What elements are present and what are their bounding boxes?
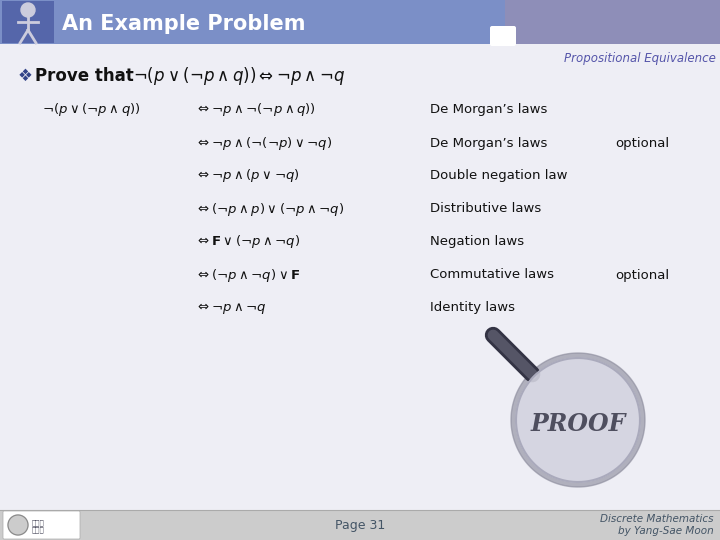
Text: $\Leftrightarrow \neg p \wedge (p \vee \neg q)$: $\Leftrightarrow \neg p \wedge (p \vee \… [195,167,300,185]
Polygon shape [516,358,640,482]
Text: $\neg(p \vee (\neg p \wedge q))$: $\neg(p \vee (\neg p \wedge q))$ [42,102,140,118]
Text: Distributive laws: Distributive laws [430,202,541,215]
Text: $\Leftrightarrow (\neg p \wedge \neg q) \vee \mathbf{F}$: $\Leftrightarrow (\neg p \wedge \neg q) … [195,267,300,284]
Text: Prove that: Prove that [35,67,140,85]
Text: Double negation law: Double negation law [430,170,567,183]
Text: ❖: ❖ [18,67,33,85]
Text: Commutative laws: Commutative laws [430,268,554,281]
Text: 대학교: 대학교 [32,526,45,532]
Text: An Example Problem: An Example Problem [62,14,305,34]
Text: Propositional Equivalence: Propositional Equivalence [564,52,716,65]
Text: $\Leftrightarrow \neg p \wedge (\neg(\neg p) \vee \neg q)$: $\Leftrightarrow \neg p \wedge (\neg(\ne… [195,134,332,152]
Text: Page 31: Page 31 [335,518,385,531]
Text: optional: optional [615,268,669,281]
Circle shape [21,3,35,17]
Text: De Morgan’s laws: De Morgan’s laws [430,104,547,117]
Text: De Morgan’s laws: De Morgan’s laws [430,137,547,150]
Text: $\neg(p \vee (\neg p \wedge q)) \Leftrightarrow \neg p \wedge \neg q$: $\neg(p \vee (\neg p \wedge q)) \Leftrig… [133,65,345,87]
Text: $\Leftrightarrow \mathbf{F} \vee (\neg p \wedge \neg q)$: $\Leftrightarrow \mathbf{F} \vee (\neg p… [195,233,300,251]
FancyBboxPatch shape [0,510,720,540]
Text: optional: optional [615,137,669,150]
Text: Discrete Mathematics
by Yang-Sae Moon: Discrete Mathematics by Yang-Sae Moon [600,514,714,536]
Text: 성균관: 성균관 [32,519,45,525]
Text: Identity laws: Identity laws [430,301,515,314]
Text: Negation laws: Negation laws [430,235,524,248]
FancyBboxPatch shape [2,1,54,43]
Text: $\Leftrightarrow (\neg p \wedge p) \vee (\neg p \wedge \neg q)$: $\Leftrightarrow (\neg p \wedge p) \vee … [195,200,344,218]
FancyBboxPatch shape [505,0,720,44]
FancyBboxPatch shape [3,511,80,539]
Text: $\Leftrightarrow \neg p \wedge \neg(\neg p \wedge q))$: $\Leftrightarrow \neg p \wedge \neg(\neg… [195,102,316,118]
Circle shape [8,515,28,535]
Text: $\Leftrightarrow \neg p \wedge \neg q$: $\Leftrightarrow \neg p \wedge \neg q$ [195,300,266,315]
Text: PROOF: PROOF [531,412,626,436]
Polygon shape [511,353,645,487]
FancyBboxPatch shape [0,0,505,44]
FancyBboxPatch shape [490,26,516,46]
